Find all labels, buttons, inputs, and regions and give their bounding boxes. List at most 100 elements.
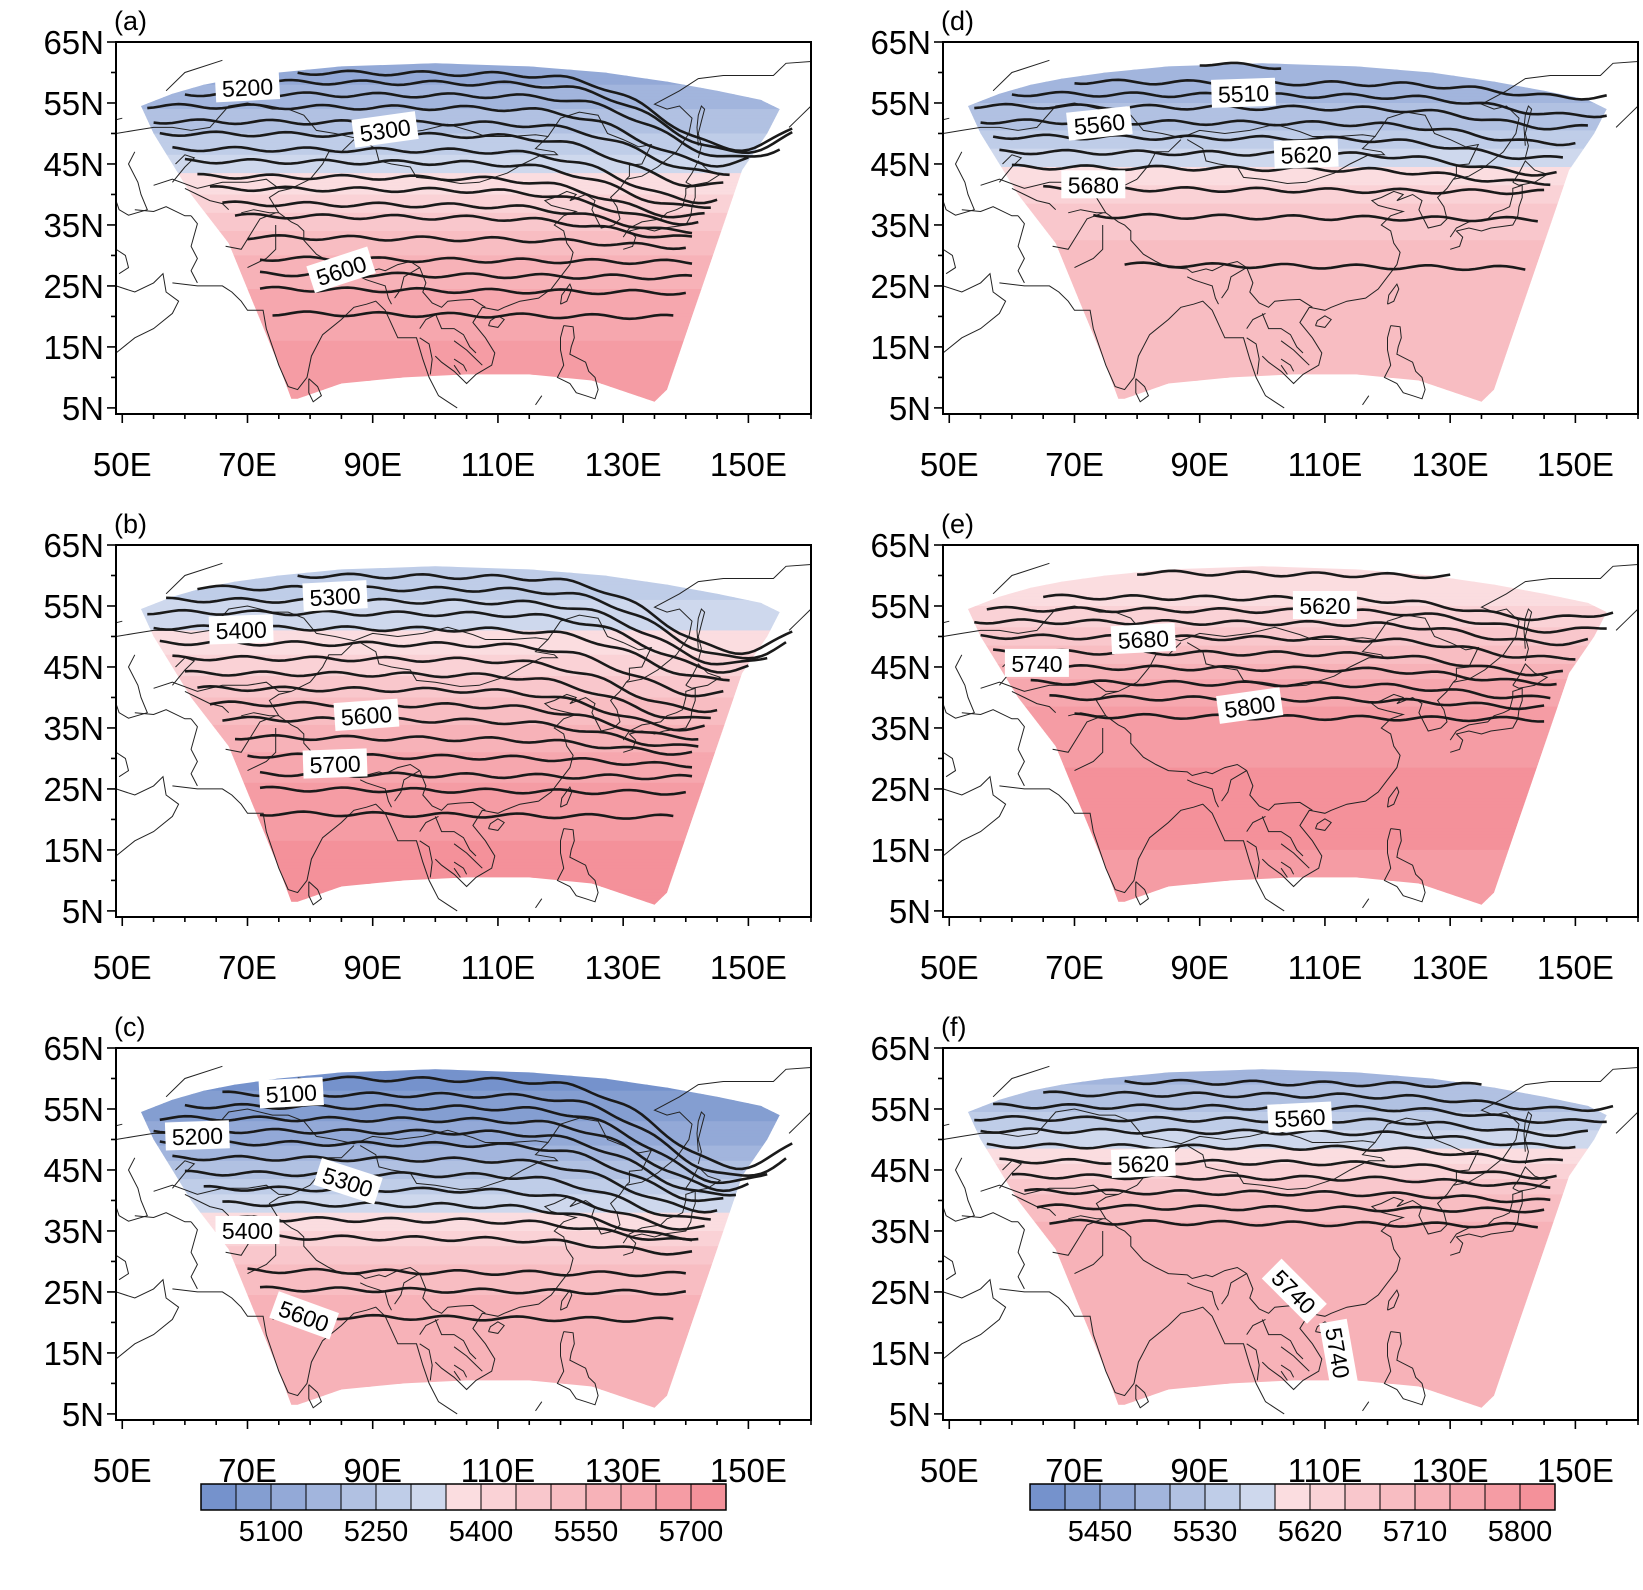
fill-band — [141, 1246, 780, 1250]
fill-band — [141, 828, 780, 833]
y-tick-label: 25N — [43, 771, 104, 808]
contour-line — [980, 1127, 1576, 1150]
fill-band — [968, 362, 1607, 366]
fill-band — [141, 1197, 780, 1201]
fill-band — [968, 734, 1607, 738]
y-tick-label: 65N — [870, 1030, 931, 1067]
coastline — [116, 151, 148, 216]
fill-band — [968, 615, 1607, 619]
fill-band — [141, 69, 780, 73]
coastline — [184, 1193, 230, 1217]
contour-line — [184, 1102, 768, 1185]
colorbar-swatch — [375, 1483, 412, 1511]
fill-band — [968, 1200, 1607, 1205]
fill-band — [968, 258, 1607, 263]
fill-band — [141, 627, 780, 631]
colorbar-swatch — [445, 1483, 482, 1511]
coastline — [190, 1221, 198, 1290]
fill-band — [968, 322, 1607, 327]
fill-band — [141, 819, 780, 823]
fill-band — [968, 200, 1607, 205]
fill-band — [141, 1179, 780, 1183]
fill-band — [141, 209, 780, 214]
fill-band — [141, 139, 780, 144]
fill-band — [968, 1252, 1607, 1256]
coastline — [116, 1254, 130, 1281]
fill-band — [968, 1261, 1607, 1265]
coastline — [241, 712, 279, 717]
x-tick-label: 50E — [93, 1452, 152, 1489]
x-tick-label: 130E — [1412, 1452, 1489, 1489]
fill-band — [141, 1291, 780, 1296]
contour-line — [297, 1075, 793, 1171]
fill-band — [141, 1371, 780, 1375]
fill-band — [968, 1365, 1607, 1369]
coastline — [309, 642, 355, 683]
fill-band — [141, 328, 780, 333]
contour-label-box — [258, 1077, 324, 1109]
fill-band — [141, 599, 780, 604]
fill-band — [968, 840, 1607, 845]
fill-band — [968, 1359, 1607, 1363]
fill-band — [141, 319, 780, 324]
fill-band — [968, 1148, 1607, 1153]
fill-band — [968, 1130, 1607, 1134]
colorbar-swatch — [1414, 1483, 1451, 1511]
coastline — [453, 358, 468, 372]
x-tick-label: 50E — [93, 949, 152, 986]
y-axis: 65N 55N 45N 35N 25N 15N 5N — [870, 1030, 943, 1433]
coastline — [359, 276, 392, 305]
coastline — [116, 272, 180, 354]
fill-band — [141, 243, 780, 247]
colorbar-swatch — [1099, 1483, 1136, 1511]
coastline — [1512, 160, 1549, 186]
contour-label-box — [1110, 1147, 1176, 1179]
coastline — [1186, 276, 1219, 305]
fill-band — [968, 807, 1607, 811]
coastline — [1280, 1370, 1288, 1381]
coastline — [116, 775, 180, 857]
fill-band — [141, 371, 780, 375]
fill-band — [141, 849, 780, 854]
fill-band — [141, 1261, 780, 1265]
coastline — [116, 248, 130, 275]
contour-line — [999, 1157, 1557, 1180]
fill-band — [968, 240, 1607, 244]
fill-band — [968, 1343, 1607, 1348]
fill-band — [968, 310, 1607, 314]
contour-label-text: 5680 — [1117, 625, 1169, 654]
fill-band — [968, 706, 1607, 711]
coastline — [419, 1318, 439, 1335]
fill-band — [141, 173, 780, 177]
fill-band — [141, 633, 780, 637]
fill-band — [141, 865, 780, 869]
coastline — [556, 325, 599, 400]
coastline — [1246, 337, 1260, 375]
x-tick-label: 70E — [1045, 1452, 1104, 1489]
fill-band — [141, 1115, 780, 1119]
fill-band — [968, 234, 1607, 238]
fill-band — [141, 868, 780, 872]
x-tick-label: 130E — [585, 949, 662, 986]
contour-line — [159, 130, 724, 188]
fill-band — [968, 810, 1607, 814]
fill-band — [141, 1328, 780, 1333]
contour-label-box — [1004, 648, 1069, 677]
fill-band — [141, 289, 780, 293]
colorbar-swatch — [1169, 1483, 1206, 1511]
fill-band — [141, 657, 780, 662]
fill-band — [968, 813, 1607, 817]
coastline — [453, 843, 483, 869]
contour-line — [222, 715, 699, 748]
fill-band — [968, 1078, 1607, 1083]
fill-band — [141, 1240, 780, 1244]
contour-label-box — [1216, 687, 1284, 724]
fill-band — [968, 792, 1607, 796]
contour-line — [159, 639, 724, 698]
coastline — [165, 59, 223, 92]
fill-band — [968, 1371, 1607, 1375]
contour-line — [159, 1114, 749, 1193]
contour-label-box — [306, 246, 376, 293]
y-tick-label: 65N — [43, 527, 104, 564]
